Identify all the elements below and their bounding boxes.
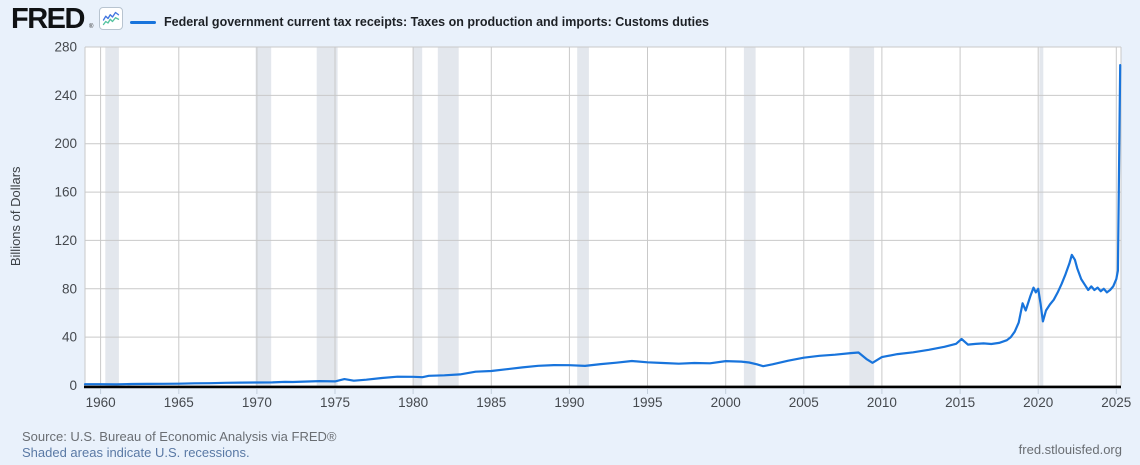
y-tick-label: 200	[54, 136, 77, 151]
x-tick-label: 1980	[398, 395, 428, 410]
recession-band	[1039, 47, 1044, 386]
y-tick-label: 160	[54, 185, 77, 200]
recession-band	[255, 47, 272, 386]
recession-band	[316, 47, 338, 386]
fred-logo: FRED	[11, 3, 85, 35]
y-tick-label: 120	[54, 233, 77, 248]
x-tick-label: 2015	[945, 395, 975, 410]
y-tick-label: 0	[69, 378, 77, 393]
fred-sparkline-icon	[99, 7, 123, 30]
x-tick-label: 1960	[86, 395, 116, 410]
recession-band	[413, 47, 423, 386]
y-tick-label: 80	[62, 281, 77, 296]
series-title: Federal government current tax receipts:…	[164, 15, 710, 29]
recession-band	[577, 47, 589, 386]
x-tick-label: 2010	[867, 395, 897, 410]
x-tick-label: 1965	[164, 395, 194, 410]
recessions-link[interactable]: Shaded areas indicate U.S. recessions.	[22, 445, 250, 460]
registered-trademark: ®	[89, 24, 94, 30]
x-tick-label: 2005	[789, 395, 819, 410]
plot-background	[85, 47, 1121, 386]
x-tick-label: 2020	[1023, 395, 1053, 410]
chart-legend: Federal government current tax receipts:…	[130, 13, 709, 31]
x-tick-label: 1995	[632, 395, 662, 410]
recession-band	[105, 47, 119, 386]
x-tick-label: 1990	[554, 395, 584, 410]
x-tick-label: 1985	[476, 395, 506, 410]
site-label: fred.stlouisfed.org	[1018, 442, 1122, 457]
x-tick-label: 1970	[242, 395, 272, 410]
y-tick-label: 40	[62, 330, 77, 345]
y-tick-label: 280	[54, 40, 77, 55]
y-axis-title: Billions of Dollars	[8, 166, 23, 266]
y-tick-label: 240	[54, 88, 77, 103]
recession-band	[849, 47, 875, 386]
data-line-customs-duties	[83, 63, 1122, 386]
x-tick-label: 2000	[711, 395, 741, 410]
recession-band	[437, 47, 459, 386]
recession-band	[743, 47, 756, 386]
legend-line-swatch	[130, 20, 156, 24]
source-note: Source: U.S. Bureau of Economic Analysis…	[22, 429, 337, 444]
x-tick-label: 1975	[320, 395, 350, 410]
x-tick-label: 2025	[1101, 395, 1131, 410]
